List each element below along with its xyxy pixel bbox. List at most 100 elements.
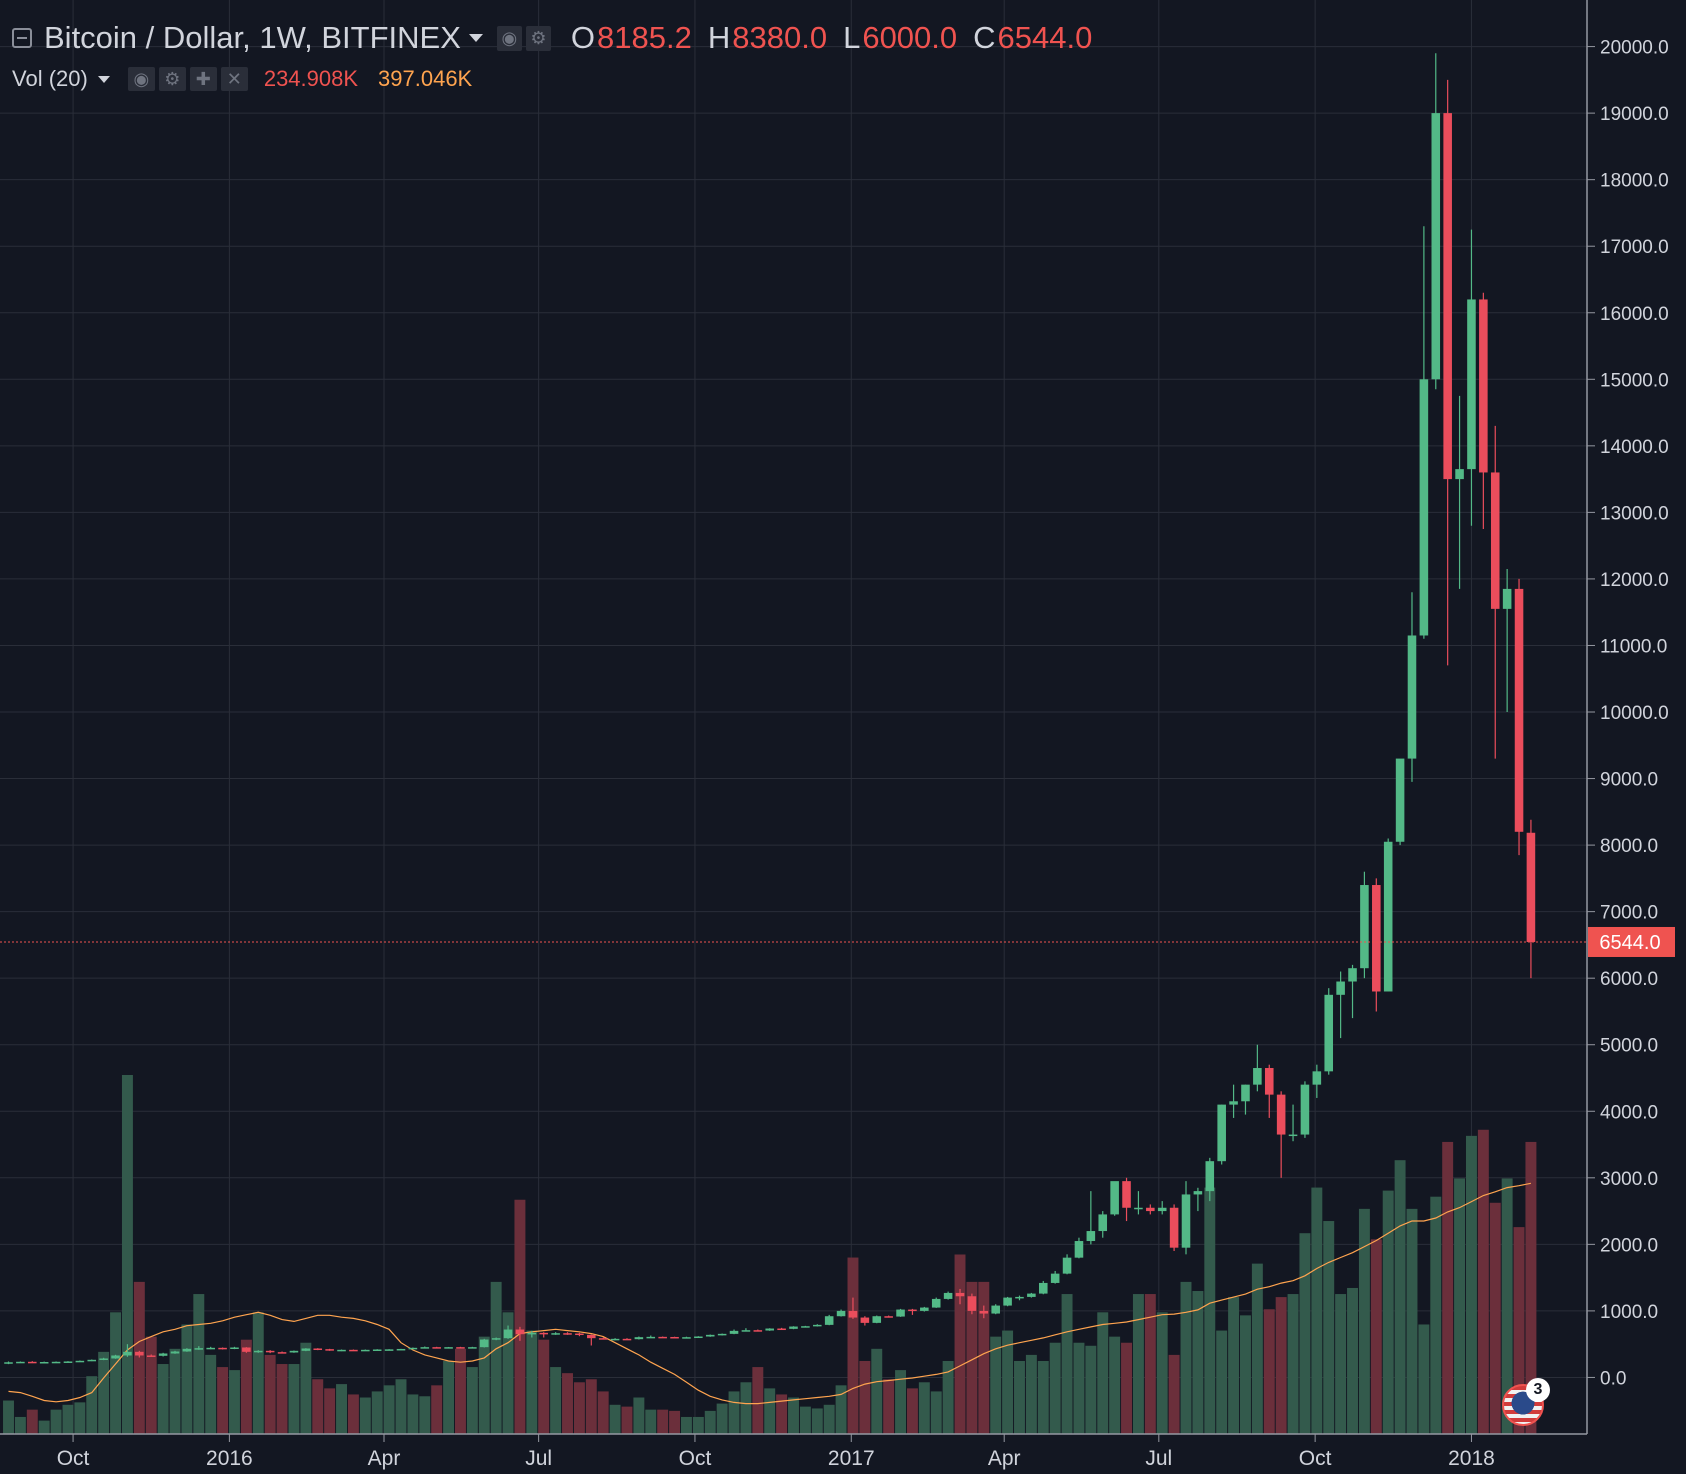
candle-body	[872, 1316, 882, 1323]
volume-bar	[157, 1364, 169, 1434]
volume-label[interactable]: Vol (20)	[12, 66, 88, 91]
volume-bar	[1406, 1208, 1418, 1434]
close-label: C	[973, 20, 996, 55]
price-tick-label: 18000.0	[1600, 171, 1669, 192]
volume-bar	[550, 1367, 562, 1434]
candle-body	[372, 1349, 382, 1351]
volume-bar	[383, 1385, 395, 1434]
candle-body	[1360, 885, 1369, 969]
volume-bar	[859, 1360, 871, 1434]
candle-body	[1015, 1296, 1024, 1299]
volume-bar	[347, 1394, 359, 1434]
price-axis[interactable]: 0.0 1000.0 2000.0 3000.0 4000.0 5000.0 6000.0 7…	[1587, 38, 1669, 1390]
collapse-icon[interactable]	[12, 28, 32, 48]
low-label: L	[843, 20, 861, 55]
candle-body	[1146, 1207, 1155, 1212]
candle-body	[1050, 1273, 1060, 1283]
volume-bar	[1037, 1360, 1049, 1434]
candle-body	[824, 1316, 834, 1325]
candle-body	[123, 1351, 132, 1356]
candle-body	[777, 1328, 786, 1331]
candle-body	[432, 1347, 441, 1349]
grid-lines	[0, 0, 1587, 1434]
volume-legend: Vol (20) ◉ ⚙ ✚ ✕ 234.908K 397.046K	[12, 66, 472, 92]
candle-body	[1193, 1191, 1203, 1195]
candle-body	[610, 1338, 620, 1341]
candle-body	[920, 1307, 929, 1311]
candle-body	[4, 1362, 13, 1364]
volume-bar	[1323, 1221, 1335, 1434]
volume-bar	[1085, 1345, 1097, 1434]
high-label: H	[707, 20, 731, 55]
price-tick-label: 12000.0	[1600, 570, 1669, 591]
price-tick-label: 15000.0	[1600, 370, 1669, 391]
volume-bar	[110, 1312, 122, 1434]
candle-body	[51, 1361, 61, 1364]
candle-body	[1526, 832, 1536, 942]
candle-body	[1514, 588, 1524, 832]
candle-body	[670, 1336, 679, 1339]
candle-body	[717, 1333, 727, 1336]
volume-bar	[133, 1281, 145, 1434]
volume-bar	[431, 1385, 443, 1434]
price-tick-label: 6000.0	[1600, 969, 1658, 990]
volume-bar	[740, 1382, 752, 1434]
candle-body	[1027, 1293, 1036, 1297]
volume-bar	[1132, 1294, 1144, 1434]
volume-bar	[1109, 1336, 1121, 1434]
time-tick-label: 2017	[828, 1447, 875, 1470]
candle-body	[253, 1350, 263, 1353]
time-tick-label: Oct	[679, 1447, 712, 1470]
candle-body	[765, 1328, 774, 1331]
price-tick-label: 2000.0	[1600, 1235, 1658, 1256]
time-tick-label: Jul	[525, 1447, 552, 1470]
volume-bar	[990, 1336, 1002, 1434]
dropdown-caret-icon[interactable]	[97, 75, 110, 83]
volume-bar	[252, 1312, 264, 1434]
volume-bar	[1311, 1187, 1323, 1434]
gear-icon[interactable]: ⚙	[158, 67, 186, 91]
volume-bar	[1418, 1324, 1430, 1434]
volume-bar	[98, 1351, 110, 1434]
volume-bar	[573, 1382, 585, 1434]
candle-body	[1003, 1297, 1012, 1306]
volume-bar	[716, 1403, 728, 1434]
candle-body	[277, 1352, 287, 1354]
dropdown-caret-icon[interactable]	[468, 34, 483, 42]
time-tick-label: 2016	[206, 1447, 253, 1470]
eye-icon[interactable]: ◉	[127, 67, 155, 91]
eye-icon[interactable]: ◉	[496, 25, 522, 51]
candle-body	[1419, 379, 1429, 636]
volume-bar	[1121, 1342, 1133, 1434]
candlesticks	[4, 53, 1536, 1365]
plus-icon[interactable]: ✚	[189, 67, 217, 91]
volume-bar	[704, 1410, 716, 1434]
volume-ma-line	[8, 1182, 1532, 1405]
volume-bar	[871, 1348, 883, 1434]
last-price-tag: 6544.0	[1588, 926, 1675, 957]
volume-bar	[954, 1254, 966, 1434]
candle-body	[1467, 299, 1476, 470]
time-axis[interactable]: Oct 2016 Apr Jul Oct 2017 Apr Jul Oct 2018	[57, 1434, 1495, 1470]
volume-bar	[395, 1379, 407, 1434]
volume-bar	[811, 1408, 823, 1434]
volume-bar	[1228, 1297, 1240, 1434]
event-count-badge[interactable]: 3	[1526, 1378, 1550, 1402]
candle-body	[1098, 1214, 1108, 1232]
volume-bar	[229, 1370, 240, 1434]
volume-bar	[1454, 1178, 1466, 1434]
candle-body	[587, 1334, 596, 1339]
close-icon[interactable]: ✕	[220, 67, 248, 91]
candle-body	[325, 1349, 334, 1351]
candle-body	[1502, 588, 1512, 609]
volume-bar	[597, 1391, 609, 1434]
candle-body	[182, 1348, 192, 1352]
candle-body	[1169, 1207, 1179, 1248]
volume-bar	[1513, 1227, 1525, 1434]
candle-body	[598, 1338, 608, 1340]
gear-icon[interactable]: ⚙	[525, 25, 551, 51]
volume-bar	[300, 1342, 312, 1434]
candle-body	[206, 1347, 215, 1350]
symbol-title[interactable]: Bitcoin / Dollar, 1W, BITFINEX	[44, 20, 461, 55]
